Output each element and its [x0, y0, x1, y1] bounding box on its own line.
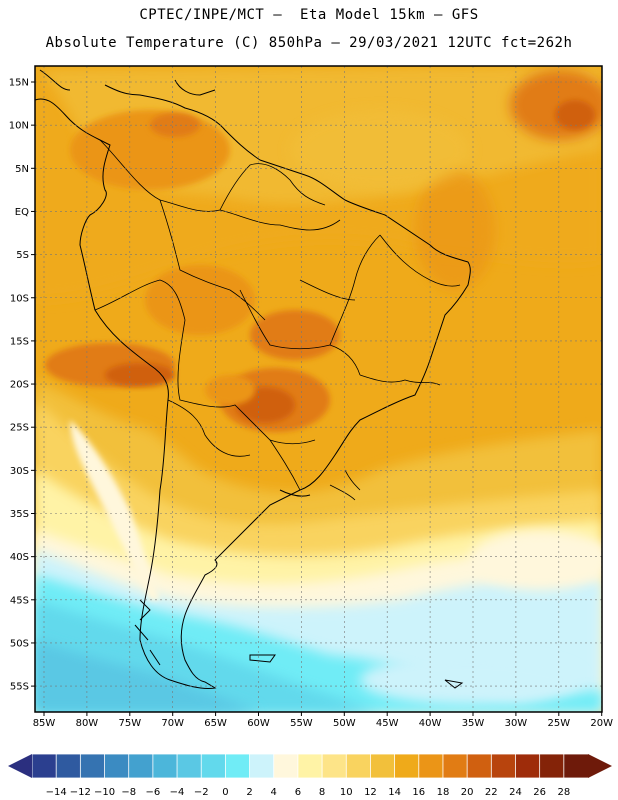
colorbar-swatch — [176, 753, 203, 779]
colorbar-swatch — [55, 753, 82, 779]
lon-label: 45W — [376, 718, 399, 729]
lon-label: 40W — [419, 718, 442, 729]
lon-label: 75W — [118, 718, 141, 729]
colorbar-tick-label: 2 — [246, 787, 252, 798]
colorbar-tick-label: 4 — [271, 787, 277, 798]
lat-label: 30S — [10, 466, 29, 477]
lat-label: 5S — [16, 250, 29, 261]
lat-label: 15S — [10, 336, 29, 347]
lon-label: 80W — [76, 718, 99, 729]
colorbar-swatch — [79, 753, 106, 779]
colorbar-swatch — [370, 753, 396, 779]
colorbar-swatch — [224, 753, 251, 779]
colorbar-swatch — [273, 753, 299, 779]
map-frame — [34, 65, 603, 713]
colorbar-swatch — [442, 753, 469, 779]
lat-label: 10N — [9, 121, 29, 132]
colorbar-tick-label: 24 — [509, 787, 522, 798]
colorbar-tick-label: 20 — [461, 787, 474, 798]
colorbar-swatch — [249, 753, 275, 779]
colorbar-swatch — [563, 753, 589, 779]
lon-label: 35W — [462, 718, 485, 729]
colorbar-tick-label: −4 — [170, 787, 185, 798]
lat-label: 45S — [10, 595, 29, 606]
lon-label: 55W — [290, 718, 313, 729]
colorbar-tick-label: −8 — [121, 787, 136, 798]
lat-label: EQ — [15, 207, 29, 218]
lat-label: 5N — [15, 164, 29, 175]
colorbar-tick-label: 10 — [340, 787, 353, 798]
colorbar-swatch — [200, 753, 227, 779]
lon-label: 30W — [505, 718, 528, 729]
colorbar-swatch — [31, 753, 58, 779]
chart-title-line1: CPTEC/INPE/MCT – Eta Model 15km – GFS — [139, 7, 479, 23]
colorbar-swatch — [515, 753, 541, 779]
colorbar-swatch — [490, 753, 517, 779]
lat-label: 40S — [10, 552, 29, 563]
lat-label: 55S — [10, 682, 29, 693]
lon-label: 60W — [247, 718, 270, 729]
colorbar-tick-label: 26 — [533, 787, 546, 798]
lon-label: 50W — [333, 718, 356, 729]
lon-label: 70W — [161, 718, 184, 729]
colorbar-tick-label: 12 — [364, 787, 377, 798]
colorbar-tick-label: −12 — [70, 787, 91, 798]
colorbar-tick-label: 14 — [388, 787, 401, 798]
lat-label: 35S — [10, 509, 29, 520]
lat-label: 50S — [10, 638, 29, 649]
colorbar-tick-label: 8 — [319, 787, 325, 798]
colorbar-tick-label: 28 — [557, 787, 570, 798]
longitude-labels: 85W 80W 75W 70W 65W 60W 55W 50W 45W 40W 35W 30W 25W 2… — [33, 718, 613, 729]
chart-title-line2: Absolute Temperature (C) 850hPa – 29/03/… — [45, 35, 573, 51]
colorbar-swatch — [394, 753, 420, 779]
lat-label: 10S — [10, 293, 29, 304]
colorbar-max-arrow — [588, 754, 612, 778]
colorbar-tick-label: −10 — [94, 787, 115, 798]
lon-label: 25W — [547, 718, 570, 729]
lon-label: 65W — [204, 718, 227, 729]
colorbar-tick-label: 0 — [222, 787, 228, 798]
colorbar-tick-label: 22 — [485, 787, 498, 798]
colorbar-swatch — [321, 753, 348, 779]
colorbar-swatch — [152, 753, 178, 779]
colorbar — [8, 753, 612, 779]
colorbar-tick-label: 6 — [295, 787, 301, 798]
latitude-labels: 15N 10N 5N EQ 5S 10S 15S 20S 25S 30S 35S 40S 45S 50S 5… — [9, 78, 29, 693]
colorbar-swatch — [345, 753, 372, 779]
lat-label: 15N — [9, 78, 29, 89]
colorbar-swatch — [418, 753, 444, 779]
country-borders — [94, 139, 461, 501]
colorbar-swatch — [128, 753, 154, 779]
colorbar-min-arrow — [8, 754, 32, 778]
axis-ticks — [31, 81, 603, 716]
temperature-field — [35, 66, 602, 712]
lon-label: 20W — [590, 718, 613, 729]
colorbar-tick-label: −6 — [145, 787, 160, 798]
colorbar-swatch — [104, 753, 130, 779]
colorbar-tick-label: 16 — [412, 787, 425, 798]
colorbar-labels: −14 −12 −10 −8 −6 −4 −2 0 2 4 6 8 10 12 14 16 18 20 22 24 26… — [46, 787, 571, 798]
colorbar-tick-label: 18 — [437, 787, 450, 798]
lat-label: 20S — [10, 380, 29, 391]
lat-label: 25S — [10, 423, 29, 434]
colorbar-tick-label: −14 — [46, 787, 67, 798]
colorbar-swatch — [466, 753, 493, 779]
colorbar-swatch — [539, 753, 565, 779]
colorbar-swatch — [297, 753, 323, 779]
lon-label: 85W — [33, 718, 56, 729]
colorbar-tick-label: −2 — [194, 787, 209, 798]
